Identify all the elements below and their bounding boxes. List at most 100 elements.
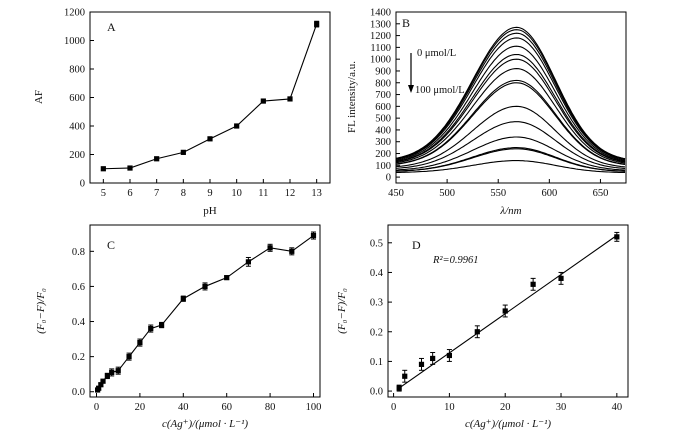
panel-b-y-tick-label: 600 [375, 102, 391, 113]
panel-b-spectrum-line [395, 45, 626, 162]
panel-a-x-tick-label: 9 [207, 188, 212, 199]
panel-c-data-point [180, 296, 186, 302]
panel-d-data-point [502, 308, 508, 314]
panel-c-y-tick-label: 0.6 [72, 282, 85, 293]
panel-d-y-tick-label: 0.4 [370, 268, 384, 279]
panel-b-spectrum-line [395, 58, 626, 163]
panel-c-data-point [98, 382, 104, 388]
panel-a-x-tick-label: 5 [101, 188, 106, 199]
panel-c-data-point [104, 373, 110, 379]
panel-c-label: C [107, 238, 115, 252]
panel-b-x-tick-label: 500 [439, 188, 455, 199]
panel-d-r-squared: R²=0.9961 [432, 255, 479, 266]
panel-d-data-point [402, 373, 408, 379]
panel-a-series-line [103, 23, 318, 170]
panel-b-x-label: λ/nm [499, 205, 521, 217]
panel-d-data-point [530, 281, 536, 287]
panel-b-frame [395, 11, 627, 184]
panel-b-y-tick-label: 100 [375, 161, 391, 172]
panel-b-y-tick-label: 500 [375, 114, 391, 125]
panel-b-y-tick-label: 300 [375, 137, 391, 148]
panel-d-x-tick-label: 0 [391, 402, 396, 413]
panel-d-label: D [412, 238, 421, 252]
panel-c-x-tick-label: 40 [178, 402, 189, 413]
panel-a-x-tick-label: 12 [285, 188, 296, 199]
panel-c-xticks: 0 20 40 60 80 100 [94, 393, 321, 413]
panel-b-yticks: 0100200300400500600700800900100011001200… [370, 8, 400, 184]
panel-a-x-tick-label: 13 [311, 188, 322, 199]
panel-a-y-tick-label: 1200 [64, 8, 85, 19]
panel-d-x-tick-label: 30 [556, 402, 567, 413]
panel-c-data-point [267, 245, 273, 251]
panel-d-data-point [396, 385, 402, 391]
panel-c-data-point [202, 283, 208, 290]
panel-d-data-point [558, 275, 564, 281]
panel-a-data-point [100, 166, 106, 172]
panel-b-spectrum-line [395, 136, 626, 171]
panel-c-data-point [245, 259, 251, 265]
panel-c-x-tick-label: 20 [135, 402, 146, 413]
panel-c-data-point [109, 369, 115, 376]
panel-d-x-tick-label: 10 [444, 402, 455, 413]
panel-a-y-tick-label: 600 [69, 93, 85, 104]
panel-d-y-tick-label: 0.2 [370, 327, 383, 338]
panel-c-x-tick-label: 0 [94, 402, 99, 413]
panel-b-label: B [402, 16, 410, 30]
panel-b-spectrum-line [395, 105, 626, 168]
panel-a-data-point [234, 123, 240, 129]
panel-c-y-tick-label: 0.2 [72, 352, 85, 363]
panel-b-annotation-bottom: 100 μmol/L [415, 85, 465, 96]
panel-c-data-point [148, 325, 154, 332]
panel-a-data-point [314, 21, 320, 27]
panel-b-y-tick-label: 1300 [370, 19, 391, 30]
panel-b-arrow-head [408, 85, 414, 93]
panel-a-y-tick-label: 0 [80, 179, 85, 190]
panel-a-series [100, 20, 320, 172]
panel-b-y-tick-label: 1400 [370, 8, 391, 19]
panel-a-data-point [154, 156, 160, 162]
panel-b-y-label: FL intensity/a.u. [346, 61, 358, 133]
panel-c-data-point [137, 339, 143, 346]
panel-b-x-tick-label: 550 [490, 188, 506, 199]
panel-b-series [395, 26, 626, 174]
panel-a-data-point [260, 98, 266, 104]
panel-c-x-tick-label: 80 [265, 402, 276, 413]
panel-a-y-tick-label: 200 [69, 150, 85, 161]
panel-c-y-tick-label: 0.0 [72, 387, 85, 398]
panel-b: B 450 500 550 600 650 0100200300400500600700… [346, 8, 627, 217]
panel-c-data-point [96, 385, 102, 391]
panel-b-spectrum-line [395, 32, 626, 160]
panel-c-data-point [159, 322, 165, 328]
panel-b-y-tick-label: 700 [375, 90, 391, 101]
panel-c-data-point [115, 368, 121, 374]
panel-a-yticks: 0 200 400 600 800 1000 1200 [64, 8, 94, 190]
panel-b-y-tick-label: 800 [375, 78, 391, 89]
panel-c-data-point [100, 378, 106, 384]
panel-d-fit-line [398, 234, 618, 389]
panel-a-y-label: AF [33, 90, 45, 104]
panel-d-data-point [614, 234, 620, 240]
panel-c-x-label: c(Ag⁺)/(μmol · L⁻¹) [162, 418, 248, 430]
panel-c-y-tick-label: 0.8 [72, 247, 85, 258]
panel-d: D R²=0.9961 0 10 20 30 40 0.0 0.1 0.2 0.3 0.4 0.5… [336, 224, 629, 430]
panel-c-y-tick-label: 0.4 [72, 317, 86, 328]
panel-b-x-tick-label: 650 [593, 188, 609, 199]
panel-b-y-tick-label: 0 [386, 173, 391, 184]
panel-d-yticks: 0.0 0.1 0.2 0.3 0.4 0.5 [370, 238, 392, 398]
panel-d-data-point [474, 329, 480, 335]
panel-d-frame [387, 224, 629, 398]
panel-b-y-tick-label: 1000 [370, 55, 391, 66]
panel-a: A 5 6 7 8 9 10 11 12 13 0 200 400 600 800 1000 1200 pH… [33, 8, 331, 217]
panel-c-y-label: (F₀−F)/F₀ [35, 288, 47, 334]
panel-d-data-point [418, 361, 425, 367]
panel-b-x-tick-label: 450 [388, 188, 404, 199]
panel-a-xticks: 5 6 7 8 9 10 11 12 13 [101, 179, 322, 199]
panel-b-spectrum-line [395, 121, 626, 170]
panel-c-data-point [224, 275, 230, 281]
panel-d-y-tick-label: 0.3 [370, 298, 383, 309]
panel-b-y-tick-label: 1200 [370, 31, 391, 42]
panel-c-yticks: 0.0 0.2 0.4 0.6 0.8 [72, 247, 94, 398]
panel-a-label: A [107, 20, 116, 34]
panel-a-data-point [127, 165, 133, 171]
panel-a-x-tick-label: 6 [127, 188, 132, 199]
